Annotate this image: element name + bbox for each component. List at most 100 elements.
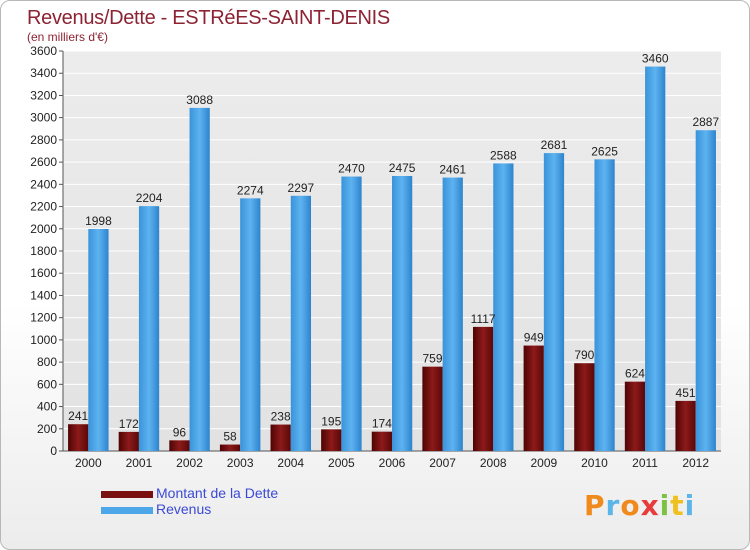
x-tick-label: 2005 (328, 456, 355, 470)
logo-letter: o (620, 489, 641, 522)
y-tick-label: 3200 (30, 88, 57, 102)
debt-value-label: 949 (524, 331, 544, 345)
bars-layer (68, 66, 716, 452)
logo-letter: x (640, 489, 660, 522)
revenue-bar (493, 163, 514, 451)
revenue-bar (442, 177, 463, 452)
debt-value-label: 1117 (471, 312, 496, 326)
debt-value-label: 759 (422, 352, 442, 366)
logo-letter: i (684, 489, 696, 522)
debt-value-label: 174 (372, 417, 392, 431)
debt-value-label: 451 (676, 386, 696, 400)
x-tick-label: 2012 (682, 456, 709, 470)
y-tick-label: 600 (37, 377, 57, 391)
y-tick-label: 2400 (30, 177, 57, 191)
x-tick-label: 2009 (530, 456, 557, 470)
revenue-bar (594, 159, 615, 452)
y-tick-label: 800 (37, 355, 57, 369)
y-tick-label: 0 (50, 444, 57, 458)
logo-letter: P (584, 489, 606, 522)
x-tick-label: 2011 (632, 456, 658, 470)
y-tick-label: 2000 (30, 222, 57, 236)
debt-value-label: 790 (574, 348, 594, 362)
y-tick-label: 2800 (30, 133, 57, 147)
debt-value-label: 96 (173, 425, 187, 439)
debt-value-label: 238 (271, 410, 291, 424)
revenue-value-label: 2887 (692, 115, 719, 129)
revenue-value-label: 2274 (237, 183, 264, 197)
chart-title: Revenus/Dette - ESTRéES-SAINT-DENIS (27, 7, 390, 29)
y-tick-label: 1000 (30, 333, 57, 347)
debt-value-label: 58 (223, 430, 237, 444)
y-tick-label: 3600 (30, 44, 57, 58)
legend-swatch-debt (101, 491, 153, 498)
legend-swatch-revenue (101, 507, 153, 514)
debt-bar (422, 366, 443, 451)
debt-bar (68, 424, 89, 451)
debt-bar (118, 431, 139, 451)
revenue-value-label: 2297 (288, 181, 315, 195)
debt-bar (523, 345, 544, 451)
y-tick-label: 1200 (30, 311, 57, 325)
revenue-value-label: 2470 (338, 162, 365, 176)
x-tick-label: 2001 (126, 456, 153, 470)
x-tick-label: 2010 (581, 456, 608, 470)
debt-bar (169, 440, 190, 451)
debt-bar (574, 363, 595, 451)
x-tick-label: 2007 (429, 456, 456, 470)
y-tick-label: 400 (37, 400, 57, 414)
x-tick-label: 2004 (277, 456, 304, 470)
revenue-bar (543, 153, 565, 451)
debt-bar (624, 381, 646, 451)
labels-layer: 0 200 400 600 800 1000 1200 1400 1600 1800 2000 220… (30, 44, 719, 470)
logo-letter: t (670, 489, 685, 522)
debt-value-label: 624 (625, 367, 645, 381)
debt-bar (321, 429, 342, 451)
revenue-value-label: 1998 (85, 214, 112, 228)
logo-letter: r (605, 489, 621, 522)
proxiti-logo: Proxiti (584, 489, 695, 522)
y-tick-label: 2200 (30, 200, 57, 214)
debt-value-label: 195 (321, 414, 341, 428)
revenue-value-label: 2204 (136, 191, 163, 205)
y-tick-label: 1400 (30, 288, 57, 302)
x-tick-label: 2000 (75, 456, 102, 470)
revenue-value-label: 2475 (389, 161, 416, 175)
y-tick-label: 1600 (30, 266, 57, 280)
debt-value-label: 172 (119, 417, 139, 431)
debt-bar (472, 326, 494, 451)
revenue-bar (695, 130, 716, 451)
x-tick-label: 2003 (227, 456, 254, 470)
y-tick-label: 200 (37, 422, 57, 436)
revenue-bar (138, 206, 160, 451)
revenue-bar (645, 66, 666, 452)
revenue-bar (88, 229, 109, 451)
revenue-bar (290, 195, 312, 451)
y-tick-label: 3000 (30, 111, 57, 125)
debt-bar (219, 444, 241, 451)
debt-bar (675, 400, 696, 451)
debt-value-label: 241 (68, 409, 88, 423)
revenue-bar (341, 176, 362, 452)
x-tick-label: 2002 (176, 456, 203, 470)
revenue-value-label: 2461 (439, 163, 466, 177)
y-tick-label: 2600 (30, 155, 57, 169)
revenue-bar (189, 107, 210, 451)
x-tick-label: 2006 (379, 456, 406, 470)
legend-label-debt: Montant de la Dette (156, 485, 279, 501)
revenue-bar (392, 176, 413, 451)
revenue-bar (240, 198, 261, 451)
revenue-value-label: 2681 (541, 138, 568, 152)
debt-bar (371, 431, 392, 451)
chart-subtitle: (en milliers d'€) (27, 30, 108, 44)
y-tick-label: 3400 (30, 66, 57, 80)
revenue-value-label: 3460 (642, 52, 669, 66)
revenue-value-label: 3088 (186, 93, 213, 107)
revenue-value-label: 2625 (591, 144, 618, 158)
logo-letter: i (659, 489, 671, 522)
revenue-value-label: 2588 (490, 148, 517, 162)
x-tick-label: 2008 (480, 456, 507, 470)
legend-label-revenue: Revenus (156, 501, 212, 517)
